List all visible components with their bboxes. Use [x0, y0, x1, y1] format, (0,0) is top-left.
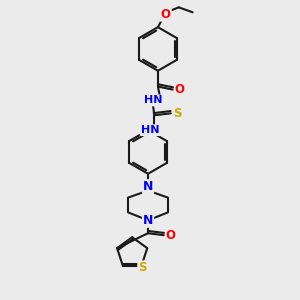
Text: O: O	[166, 229, 176, 242]
Text: O: O	[161, 8, 171, 21]
Text: S: S	[138, 261, 147, 274]
Text: O: O	[175, 83, 185, 96]
Text: HN: HN	[141, 125, 159, 135]
Text: N: N	[143, 214, 153, 227]
Text: N: N	[143, 180, 153, 193]
Text: S: S	[173, 107, 182, 120]
Text: HN: HN	[144, 95, 162, 106]
